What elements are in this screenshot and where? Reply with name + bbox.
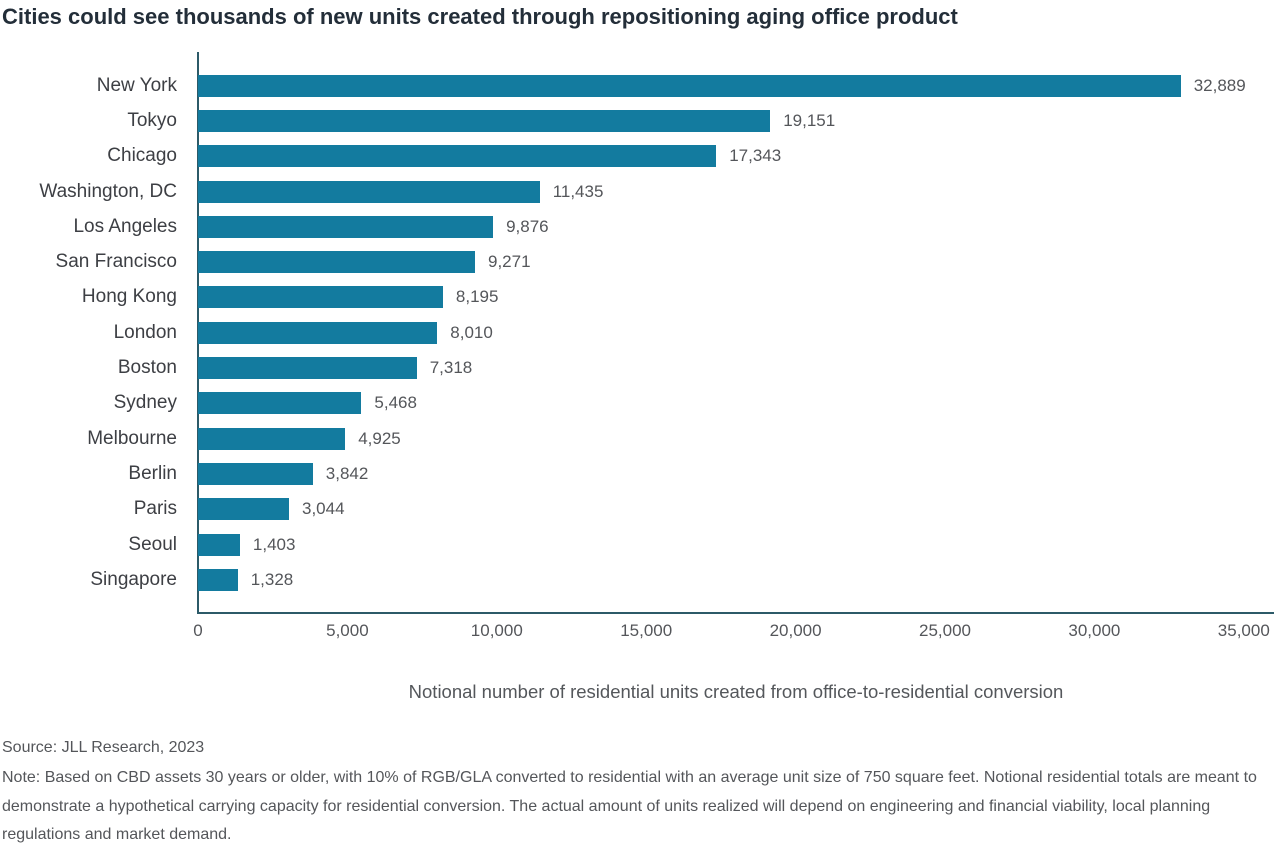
bar-row: Chicago 17,343	[0, 139, 1280, 174]
bar-row: Paris 3,044	[0, 492, 1280, 527]
bar-row: London 8,010	[0, 315, 1280, 350]
value-label: 4,925	[358, 428, 401, 448]
category-label: New York	[96, 74, 177, 96]
bar	[198, 533, 240, 556]
category-label: Paris	[133, 498, 177, 520]
source-text: Source: JLL Research, 2023	[2, 739, 205, 756]
value-label: 3,044	[302, 499, 345, 519]
bar	[198, 392, 362, 415]
chart-title: Cities could see thousands of new units …	[2, 4, 958, 29]
x-tick-label: 30,000	[1068, 621, 1121, 640]
category-label: Hong Kong	[81, 286, 177, 308]
bar	[198, 498, 289, 521]
bar-row: Tokyo 19,151	[0, 103, 1280, 138]
category-label: Sydney	[113, 392, 177, 414]
category-label: Melbourne	[87, 427, 177, 449]
x-tick-label: 15,000	[620, 621, 673, 640]
bar-row: Washington, DC 11,435	[0, 174, 1280, 209]
bar	[198, 286, 443, 309]
x-axis-ticks: 0 5,000 10,000 15,000 20,000 25,000 30,000 35,0…	[0, 621, 1280, 645]
x-axis-label: Notional number of residential units cre…	[408, 681, 1064, 702]
category-label: Boston	[117, 357, 177, 379]
bar-row: Boston 7,318	[0, 350, 1280, 385]
category-label: Washington, DC	[39, 180, 177, 202]
bar-row: Berlin 3,842	[0, 456, 1280, 491]
category-label: Los Angeles	[73, 215, 177, 237]
category-label: Seoul	[128, 533, 177, 555]
bar-row: Los Angeles 9,876	[0, 209, 1280, 244]
bar	[198, 74, 1181, 97]
value-label: 8,010	[450, 322, 493, 342]
value-label: 11,435	[552, 181, 604, 201]
bar	[198, 321, 438, 344]
bar-row: Singapore 1,328	[0, 562, 1280, 597]
category-label: Chicago	[107, 145, 177, 167]
value-label: 8,195	[455, 287, 499, 307]
bar-row: Seoul 1,403	[0, 527, 1280, 562]
x-tick-label: 25,000	[919, 621, 971, 640]
x-tick-label: 20,000	[769, 621, 822, 640]
x-tick-label: 0	[193, 621, 203, 640]
bar-row: Sydney 5,468	[0, 386, 1280, 421]
value-label: 32,889	[1193, 75, 1246, 95]
footer: Source: JLL Research, 2023 Note: Based o…	[2, 736, 1278, 850]
bar	[198, 462, 313, 485]
bar	[198, 251, 475, 274]
category-label: Tokyo	[127, 109, 177, 131]
category-label: San Francisco	[55, 251, 177, 273]
x-tick-label: 5,000	[326, 621, 369, 640]
value-label: 9,876	[506, 216, 549, 236]
category-label: London	[113, 321, 177, 343]
bar-row: San Francisco 9,271	[0, 244, 1280, 279]
x-tick-label: 10,000	[470, 621, 523, 640]
value-label: 1,328	[250, 569, 294, 589]
bar	[198, 568, 238, 591]
value-label: 9,271	[488, 252, 531, 272]
x-axis-line	[197, 612, 1274, 614]
value-label: 17,343	[729, 146, 782, 166]
bar-rows: New York 32,889 Tokyo 19,151 Chicago 17,343 Wa…	[0, 52, 1280, 597]
value-label: 5,468	[374, 393, 417, 413]
bar-row: New York 32,889	[0, 68, 1280, 103]
bar	[198, 145, 717, 168]
bar	[198, 180, 540, 203]
value-label: 7,318	[429, 358, 473, 378]
bar-row: Hong Kong 8,195	[0, 280, 1280, 315]
category-label: Berlin	[128, 462, 177, 484]
value-label: 19,151	[783, 110, 836, 130]
value-label: 1,403	[252, 534, 296, 554]
bar	[198, 215, 494, 238]
bar	[198, 109, 771, 132]
x-tick-label: 35,000	[1217, 621, 1270, 640]
bar	[198, 427, 346, 450]
note-text: Note: Based on CBD assets 30 years or ol…	[2, 769, 1257, 843]
bar-row: Melbourne 4,925	[0, 421, 1280, 456]
bar	[198, 357, 417, 380]
category-label: Singapore	[90, 568, 177, 590]
value-label: 3,842	[325, 463, 369, 483]
